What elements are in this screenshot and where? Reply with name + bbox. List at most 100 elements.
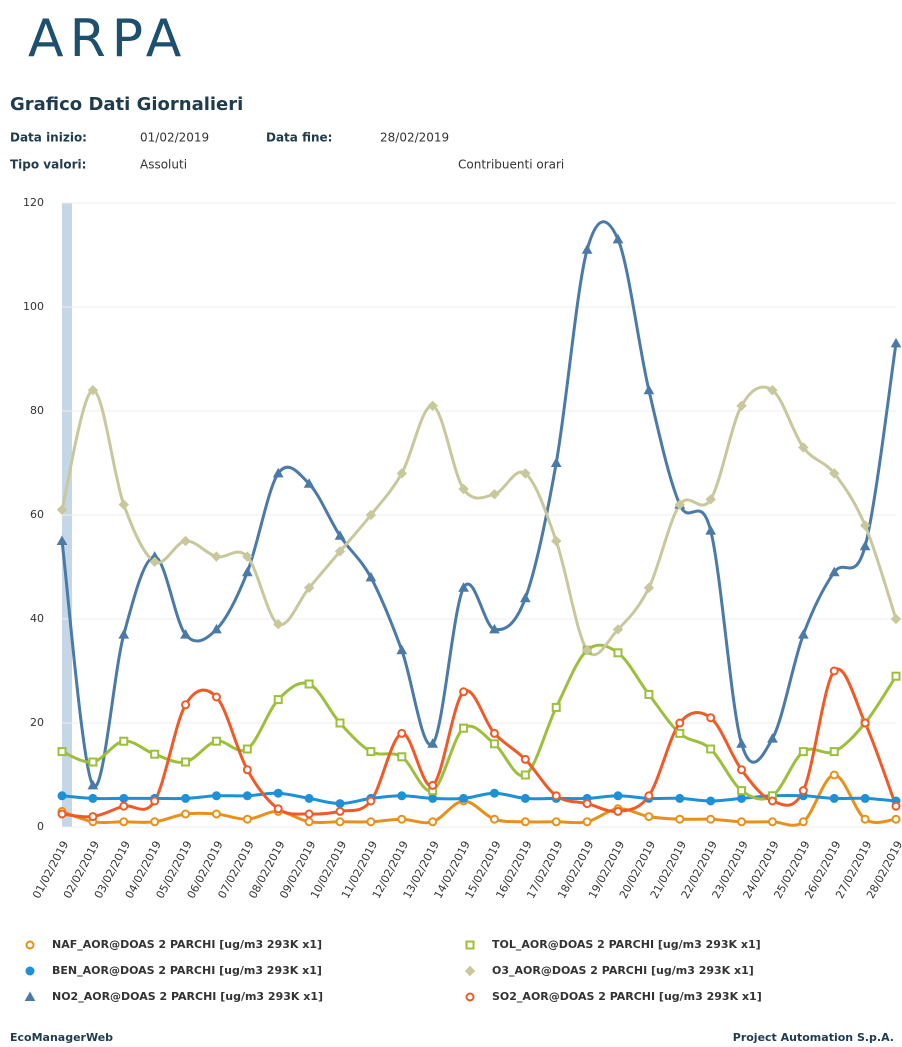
marker [797,629,809,639]
marker [119,736,129,746]
legend-marker [465,992,475,1002]
marker [242,791,252,801]
marker [211,791,221,801]
marker [304,817,314,827]
marker [705,525,717,535]
marker [675,793,685,803]
marker [304,679,314,689]
marker [459,723,469,733]
marker [489,623,500,634]
marker [211,551,222,562]
marker [891,801,901,811]
marker [242,744,252,754]
marker [520,754,530,764]
marker [428,780,438,790]
marker [118,499,129,510]
marker [397,728,407,738]
legend-label: NAF_AOR@DOAS 2 PARCHI [ug/m3 293K x1] [52,938,322,951]
marker [366,817,376,827]
marker [675,814,685,824]
marker [520,468,531,479]
marker [427,738,439,748]
marker [335,817,345,827]
marker [365,509,377,521]
marker [242,551,253,562]
marker [88,793,98,803]
marker [119,817,129,827]
y-tick-label: 100 [23,300,44,313]
marker [304,793,314,803]
marker [582,799,592,809]
y-tick-label: 20 [30,716,44,729]
marker [334,546,346,557]
marker [860,718,870,728]
marker [118,629,130,639]
marker [181,809,191,819]
marker [428,793,438,803]
marker [87,779,99,790]
marker [335,718,345,728]
marker [397,791,407,801]
marker [737,786,747,796]
marker [767,733,778,743]
marker [57,747,67,757]
marker [428,817,438,827]
legend-marker [464,965,476,977]
marker [767,796,777,806]
marker [303,582,315,594]
marker [365,571,377,582]
type-label: Tipo valori: [10,158,86,172]
legend-label: O3_AOR@DOAS 2 PARCHI [ug/m3 293K x1] [492,964,754,977]
end: 28/02/2019 [380,131,449,145]
marker [459,793,469,803]
marker [582,817,592,827]
marker [211,736,221,746]
marker [860,793,870,803]
marker [736,738,747,748]
marker [303,478,315,488]
start-label: Data inizio: [10,131,87,145]
marker [57,791,67,801]
marker [675,728,685,738]
legend-label: SO2_AOR@DOAS 2 PARCHI [ug/m3 293K x1] [492,990,762,1003]
marker [489,788,499,798]
marker [675,718,685,728]
marker [273,618,284,630]
y-tick-label: 60 [30,508,44,521]
marker [737,817,747,827]
marker [56,504,68,516]
series-line [61,643,898,801]
logo: ARPA [28,9,187,69]
marker [397,752,407,762]
marker [613,648,623,658]
marker [489,739,499,749]
series-line [61,773,897,827]
legend-marker [24,991,36,1001]
marker [644,689,654,699]
marker [612,624,624,635]
marker [581,244,593,254]
marker [859,540,871,551]
marker [829,666,839,676]
marker [551,702,561,712]
y-tick-label: 120 [23,196,44,209]
marker [366,796,376,806]
marker [737,793,747,803]
marker [489,728,499,738]
marker [458,483,469,495]
marker [87,384,99,396]
footer-left: EcoManagerWeb [10,1031,113,1044]
marker [644,791,654,801]
marker [737,765,747,775]
footer-right: Project Automation S.p.A. [733,1031,894,1044]
marker [57,809,67,819]
marker [767,817,777,827]
marker [891,671,901,681]
marker [798,747,808,757]
marker [829,793,839,803]
legend-marker [25,966,35,976]
title: Grafico Dati Giornalieri [10,94,243,115]
marker [273,695,283,705]
marker [829,747,839,757]
marker [767,384,778,396]
